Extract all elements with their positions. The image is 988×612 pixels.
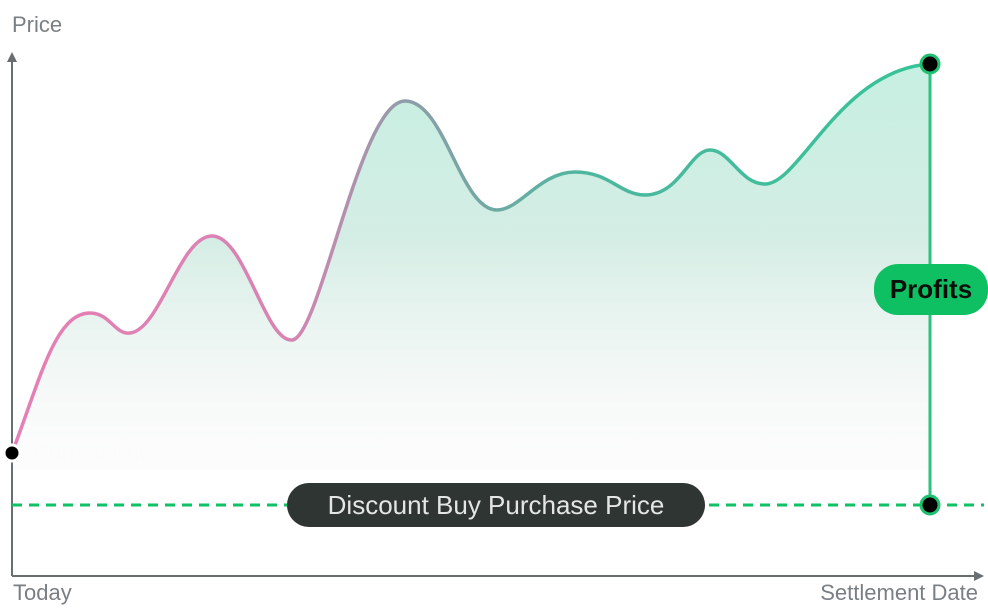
x-axis-arrow-icon bbox=[974, 571, 984, 581]
settlement-price-dot bbox=[919, 53, 941, 75]
price-area-fill bbox=[12, 64, 930, 470]
purchase-price-pill: Discount Buy Purchase Price bbox=[287, 483, 705, 527]
y-axis-label: Price bbox=[12, 12, 63, 37]
current-price-dot bbox=[2, 443, 22, 463]
current-price-label: Current Price bbox=[33, 440, 163, 465]
x-axis-start-label: Today bbox=[13, 580, 72, 605]
price-curve bbox=[10, 62, 931, 454]
x-axis-end-label: Settlement Date bbox=[820, 580, 978, 605]
y-axis-arrow-icon bbox=[7, 52, 17, 62]
profits-pill: Profits bbox=[874, 264, 988, 315]
purchase-price-dot bbox=[919, 494, 941, 516]
